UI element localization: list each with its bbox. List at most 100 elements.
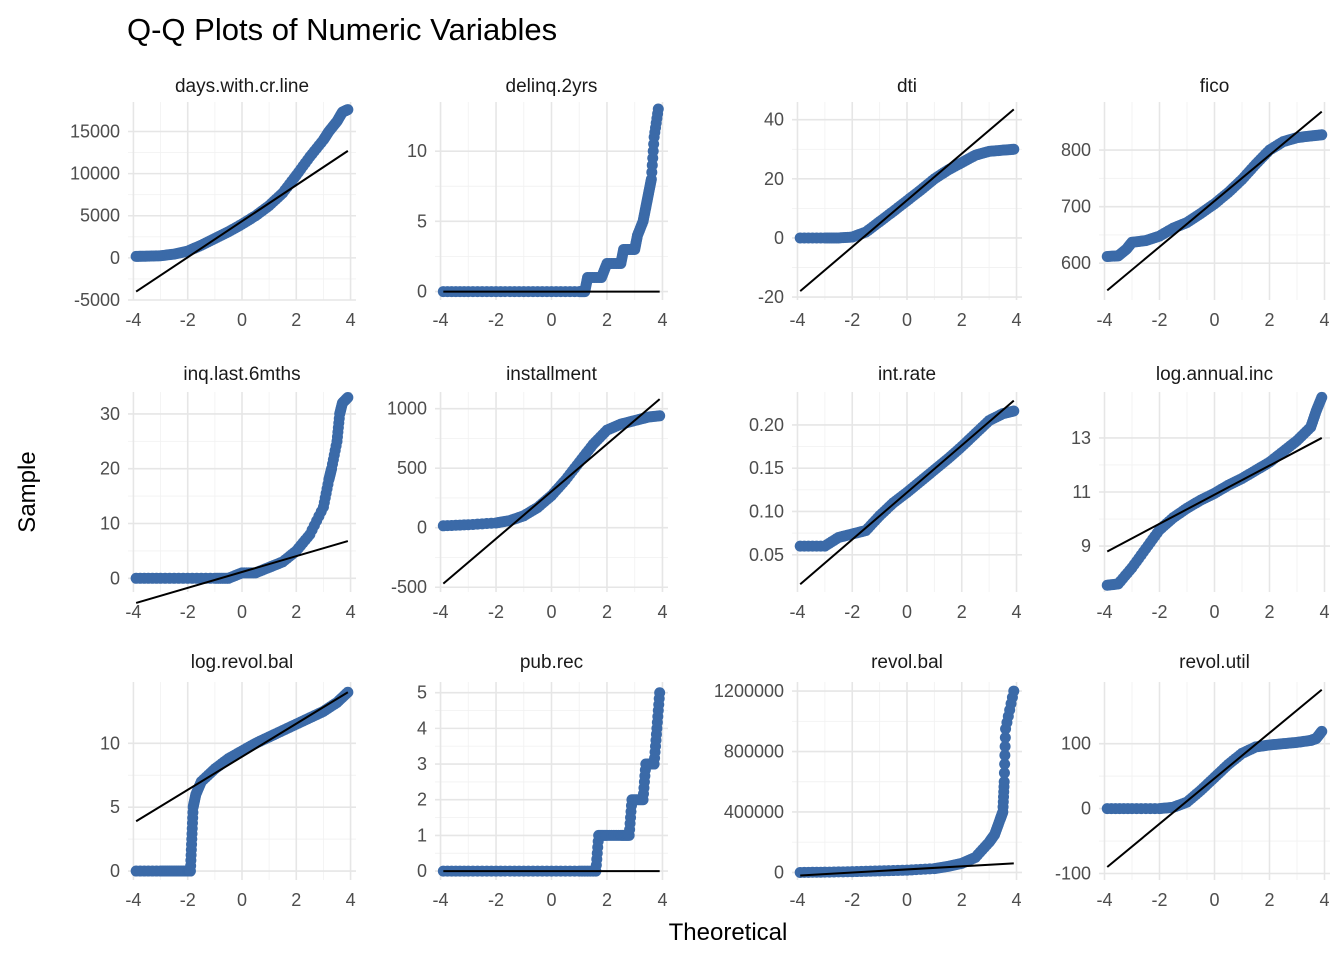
y-tick-label: 0.20 xyxy=(749,415,784,435)
y-tick-label: 100 xyxy=(1061,734,1091,754)
x-tick-label: -2 xyxy=(1151,890,1167,910)
y-tick-label: 0 xyxy=(110,248,120,268)
y-tick-label: 11 xyxy=(1072,482,1091,502)
sample-point xyxy=(1316,129,1328,141)
y-tick-label: 0 xyxy=(774,862,784,882)
panel-revol-util: -4 -2 0 2 4 -100 0 100 revol.util xyxy=(1055,652,1330,910)
panel-grid: -4 -2 0 2 4-5000050001000015000days.with.cr.… xyxy=(70,76,1330,910)
y-tick-label: -5000 xyxy=(74,290,120,310)
qq-reference-line xyxy=(442,398,661,585)
x-tick-label: -2 xyxy=(488,310,504,330)
x-tick-label: -4 xyxy=(433,602,449,622)
sample-point xyxy=(652,103,664,115)
x-tick-label: 2 xyxy=(1264,310,1274,330)
x-tick-label: -4 xyxy=(789,602,805,622)
y-tick-label: 20 xyxy=(100,459,120,479)
panel-title: revol.bal xyxy=(871,652,943,673)
panel-fico: -4 -2 0 2 4 600 700 800 fico xyxy=(1061,76,1330,330)
x-tick-label: -2 xyxy=(1151,310,1167,330)
y-tick-label: 0.15 xyxy=(749,458,784,478)
x-tick-label: -4 xyxy=(125,602,141,622)
x-tick-label: 2 xyxy=(1264,602,1274,622)
panel-title: pub.rec xyxy=(520,652,583,673)
x-tick-label: 4 xyxy=(1012,602,1022,622)
x-tick-label: -4 xyxy=(789,310,805,330)
sample-point xyxy=(999,732,1011,744)
x-tick-label: 2 xyxy=(602,890,612,910)
y-tick-label: 0 xyxy=(417,518,427,538)
y-tick-label: 0.05 xyxy=(749,545,784,565)
panel-delinq-2yrs: -4 -2 0 2 4 0 5 10 delinq.2yrs xyxy=(407,76,668,330)
sample-point xyxy=(342,391,354,403)
qq-reference-line xyxy=(135,150,349,293)
x-tick-label: -2 xyxy=(844,602,860,622)
sample-point xyxy=(1316,725,1328,737)
qq-reference-line xyxy=(799,108,1015,292)
x-tick-label: -2 xyxy=(488,890,504,910)
x-tick-label: 0 xyxy=(237,602,247,622)
y-tick-label: -500 xyxy=(391,577,427,597)
sample-point xyxy=(1008,685,1020,697)
y-tick-label: 500 xyxy=(397,458,427,478)
qq-reference-line xyxy=(1106,437,1323,553)
y-tick-label: 0 xyxy=(417,282,427,302)
sample-point xyxy=(1008,405,1020,417)
y-tick-label: 10 xyxy=(100,733,120,753)
y-tick-label: -20 xyxy=(758,287,784,307)
x-tick-label: -2 xyxy=(1151,602,1167,622)
y-tick-label: 1200000 xyxy=(714,681,784,701)
panel-installment: -4 -2 0 2 4 -500 0 500 1000 installment xyxy=(387,364,668,622)
y-tick-label: 400000 xyxy=(724,802,784,822)
x-tick-label: 2 xyxy=(957,310,967,330)
x-tick-label: 2 xyxy=(602,310,612,330)
panel-title: revol.util xyxy=(1179,652,1250,673)
x-tick-label: 2 xyxy=(291,310,301,330)
x-tick-label: 4 xyxy=(1319,602,1329,622)
y-tick-label: -100 xyxy=(1055,864,1091,884)
panel-title: inq.last.6mths xyxy=(183,364,300,385)
x-tick-label: 4 xyxy=(657,602,667,622)
y-tick-label: 0 xyxy=(110,861,120,881)
y-tick-label: 0 xyxy=(110,568,120,588)
x-tick-label: -4 xyxy=(433,310,449,330)
x-tick-label: 2 xyxy=(957,602,967,622)
y-tick-label: 5 xyxy=(110,797,120,817)
panel-title: int.rate xyxy=(878,364,936,385)
x-tick-label: 4 xyxy=(1319,890,1329,910)
sample-point xyxy=(1316,391,1328,403)
y-axis-title: Sample xyxy=(14,451,41,532)
y-tick-label: 20 xyxy=(764,169,784,189)
panel-title: log.annual.inc xyxy=(1156,364,1273,385)
x-tick-label: -2 xyxy=(180,890,196,910)
y-tick-label: 5000 xyxy=(80,206,120,226)
y-tick-label: 1000 xyxy=(387,399,427,419)
x-tick-label: 0 xyxy=(902,890,912,910)
x-tick-label: 2 xyxy=(957,890,967,910)
x-tick-label: 4 xyxy=(657,890,667,910)
panel-days-with-cr-line: -4 -2 0 2 4 -5000 0 5000 10000 15000 days.with.cr.… xyxy=(70,76,356,330)
chart-title: Q-Q Plots of Numeric Variables xyxy=(127,12,557,47)
x-tick-label: 4 xyxy=(1012,310,1022,330)
x-tick-label: -2 xyxy=(180,310,196,330)
x-tick-label: 2 xyxy=(291,890,301,910)
x-tick-label: 4 xyxy=(346,310,356,330)
x-tick-label: 4 xyxy=(346,602,356,622)
x-tick-label: 2 xyxy=(1264,890,1274,910)
y-tick-label: 1 xyxy=(417,825,427,845)
sample-point xyxy=(998,767,1010,779)
x-tick-label: -4 xyxy=(1096,310,1112,330)
sample-point xyxy=(1008,143,1020,155)
panel-pub-rec: -4 -2 0 2 4 0 1 2 3 4 5 pub.rec xyxy=(417,652,668,910)
y-tick-label: 2 xyxy=(417,790,427,810)
x-tick-label: -2 xyxy=(180,602,196,622)
y-tick-label: 800 xyxy=(1061,140,1091,160)
qq-reference-line xyxy=(135,691,349,823)
panel-title: installment xyxy=(506,364,598,385)
sample-point xyxy=(999,758,1011,770)
x-tick-label: 2 xyxy=(291,602,301,622)
qq-reference-line xyxy=(1106,110,1323,292)
sample-point xyxy=(999,749,1011,761)
y-tick-label: 600 xyxy=(1061,253,1091,273)
sample-point xyxy=(654,687,666,699)
x-tick-label: 4 xyxy=(1012,890,1022,910)
